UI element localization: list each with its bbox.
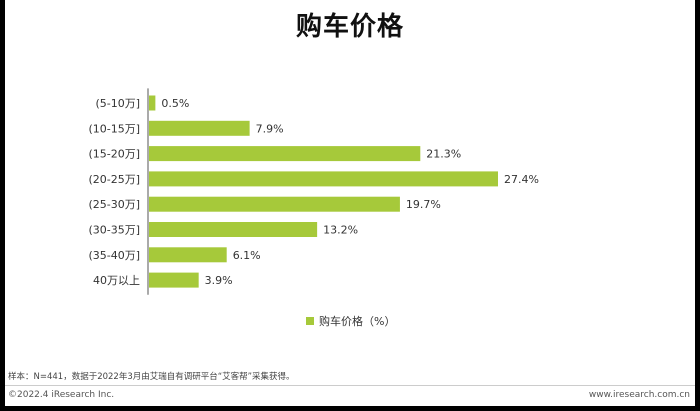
website: www.iresearch.com.cn	[588, 390, 690, 400]
value-label: 21.3%	[426, 148, 461, 161]
bar	[149, 196, 400, 212]
value-label: 6.1%	[233, 249, 261, 262]
value-label: 0.5%	[161, 97, 189, 110]
value-label: 19.7%	[406, 198, 441, 211]
category-label: 40万以上	[93, 274, 140, 287]
legend: 购车价格（%）	[306, 313, 395, 329]
category-label: (10-15万]	[88, 122, 140, 135]
bar	[149, 247, 227, 263]
bar	[149, 95, 156, 111]
frame-left-border	[0, 0, 5, 411]
value-label: 27.4%	[504, 173, 539, 186]
category-label: (35-40万]	[88, 249, 140, 262]
value-label: 7.9%	[256, 122, 284, 135]
bar	[149, 146, 421, 162]
copyright: ©2022.4 iResearch Inc.	[8, 390, 115, 400]
category-label: (15-20万]	[88, 148, 140, 161]
chart-title: 购车价格	[295, 12, 404, 42]
legend-swatch	[306, 317, 314, 325]
category-label: (5-10万]	[95, 97, 140, 110]
value-label: 13.2%	[323, 224, 358, 237]
bar	[149, 222, 318, 237]
footnote: 样本：N=441，数据于2022年3月由艾瑞自有调研平台“艾客帮”采集获得。	[8, 372, 295, 382]
bar	[149, 171, 498, 187]
value-label: 3.9%	[205, 274, 233, 287]
footer-divider	[5, 385, 695, 386]
category-label: (20-25万]	[88, 173, 140, 186]
frame-bottom-border	[0, 406, 700, 411]
category-label: (30-35万]	[88, 224, 140, 237]
category-label: (25-30万]	[88, 198, 140, 211]
bar	[149, 120, 250, 136]
frame-right-border	[695, 0, 700, 411]
bar	[149, 272, 199, 288]
legend-label: 购车价格（%）	[319, 315, 396, 328]
